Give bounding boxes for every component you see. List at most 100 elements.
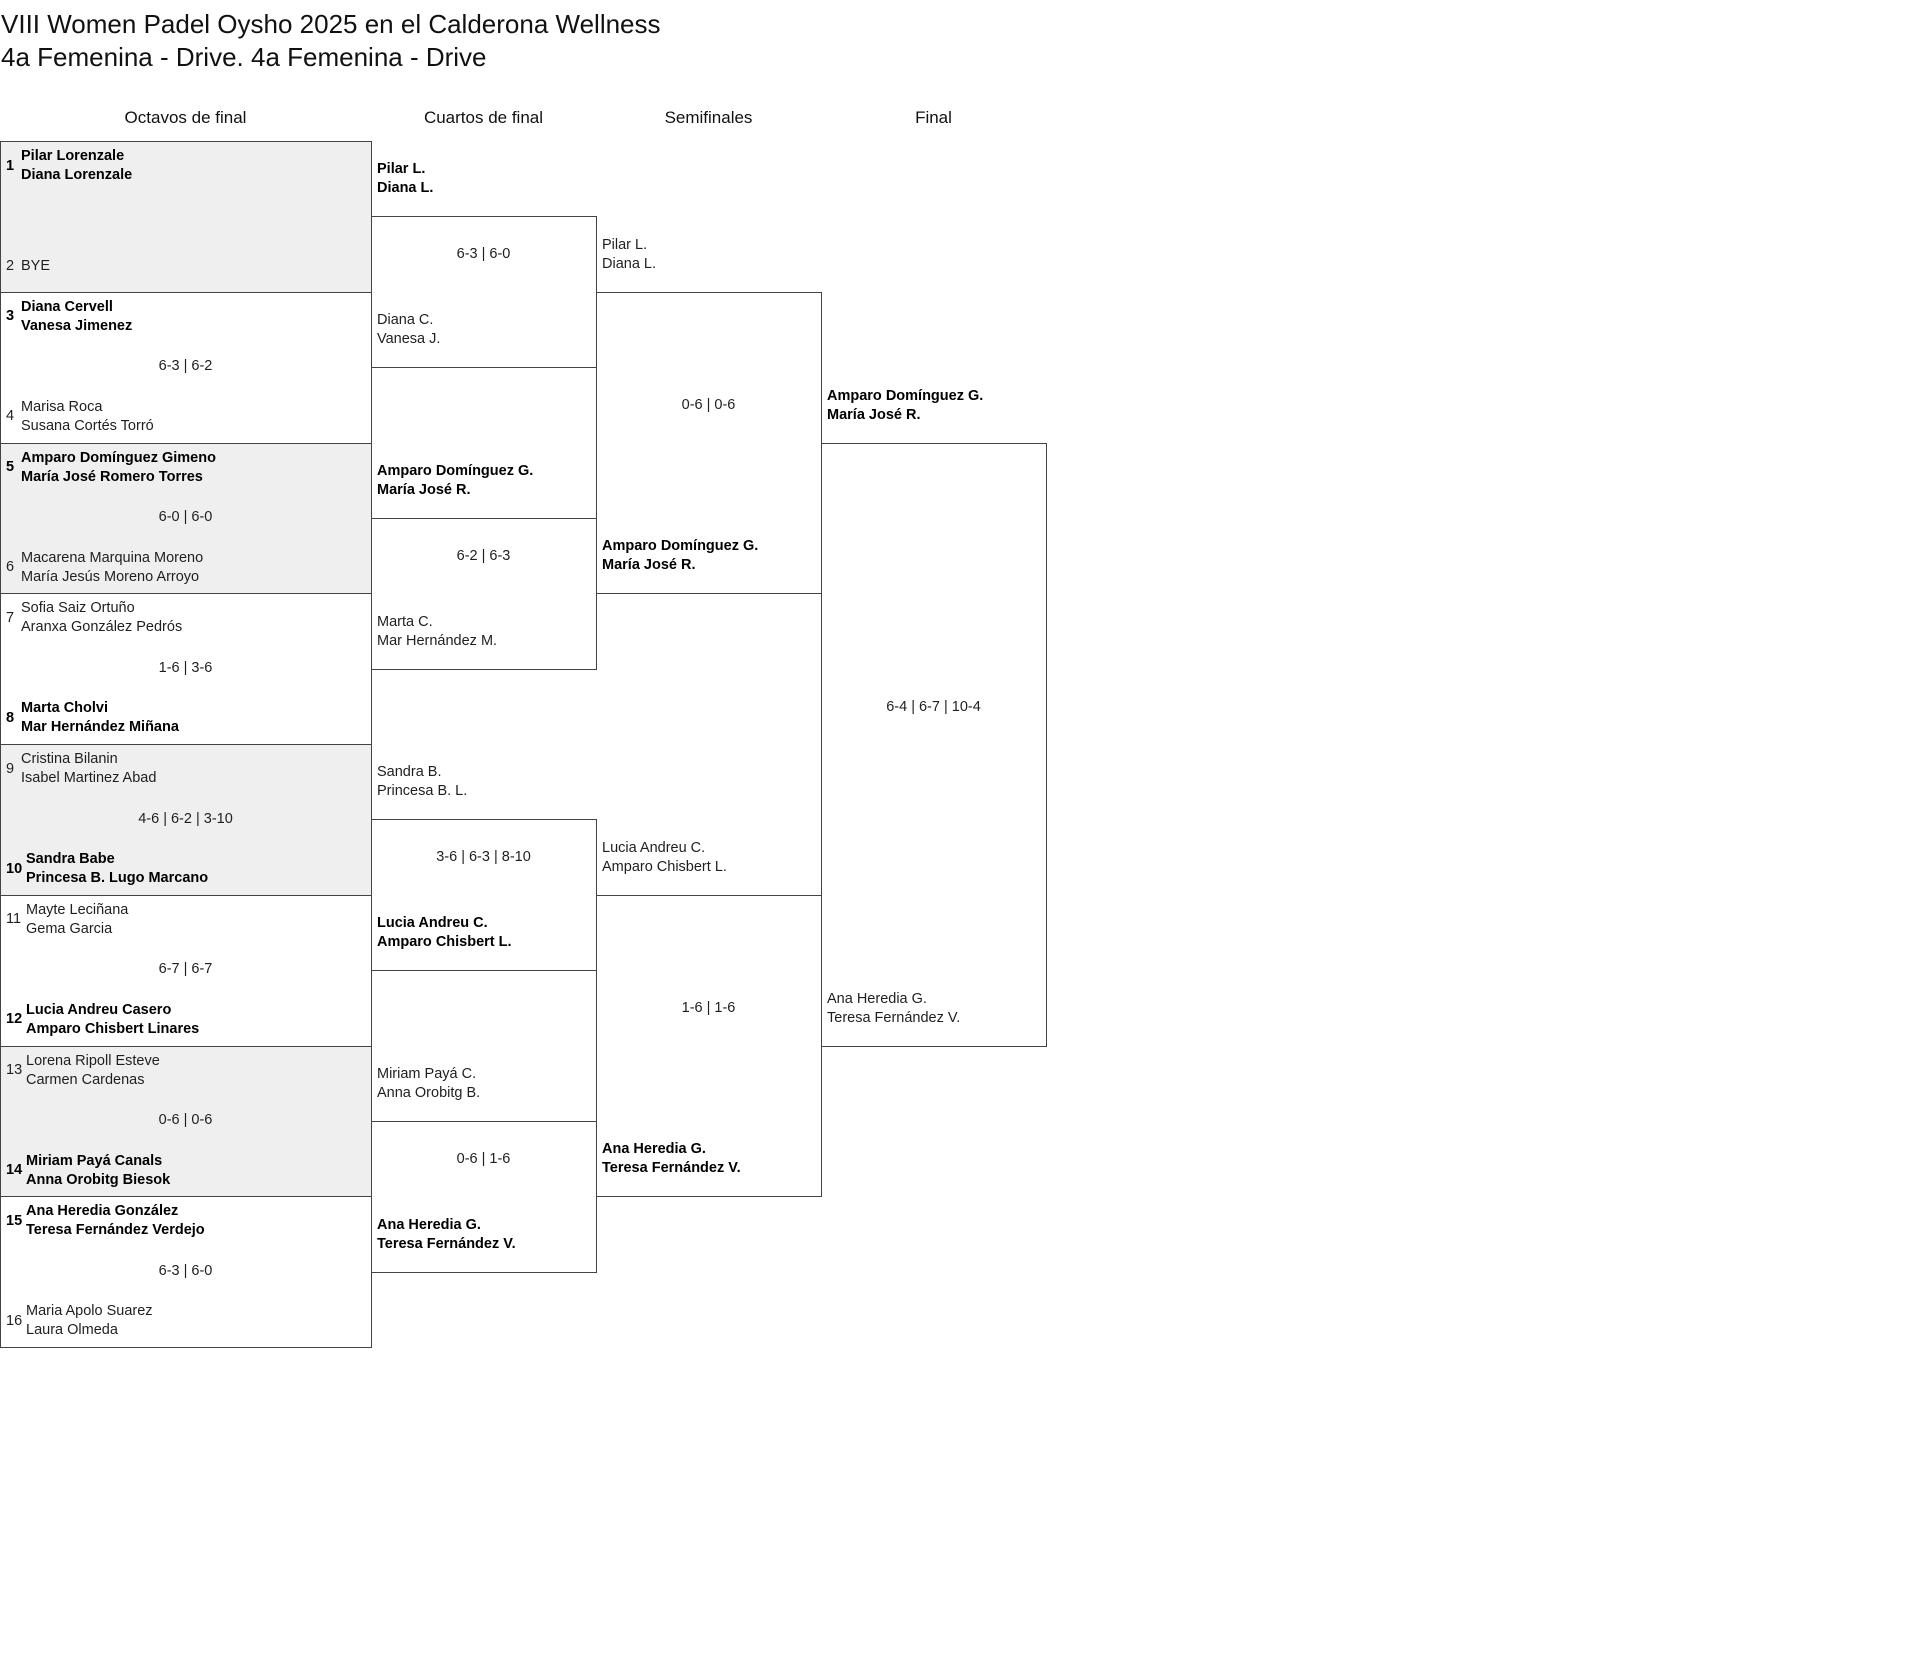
seed-number: 1 bbox=[6, 157, 15, 174]
player-name: Lorena Ripoll Esteve bbox=[26, 1052, 160, 1069]
player-list: Ana Heredia González Teresa Fernández Ver… bbox=[26, 1202, 205, 1240]
seed-number: 9 bbox=[6, 760, 15, 777]
team-entry[interactable]: Lucia Andreu C. Amparo Chisbert L. bbox=[602, 839, 727, 877]
round-header: Final bbox=[915, 108, 952, 127]
player-name: Mayte Leciñana bbox=[26, 901, 129, 918]
player-name: Marisa Roca bbox=[21, 398, 103, 415]
team-entry[interactable]: Amparo Domínguez G. María José R. bbox=[827, 387, 983, 425]
player-list: Macarena Marquina Moreno María Jesús More… bbox=[21, 549, 203, 587]
player-name: Amparo Domínguez Gimeno bbox=[21, 449, 216, 466]
player-name: Sandra Babe bbox=[26, 851, 115, 867]
player-name: Vanesa J. bbox=[377, 331, 441, 348]
player-list: Pilar L. Diana L. bbox=[602, 236, 656, 274]
player-list: Miriam Payá C. Anna Orobitg B. bbox=[377, 1065, 480, 1103]
seed-number: 14 bbox=[6, 1162, 23, 1178]
team-entry[interactable]: 1 Pilar Lorenzale Diana Lorenzale bbox=[6, 147, 132, 185]
player-name: Pilar L. bbox=[602, 236, 648, 253]
team-entry[interactable]: 14 Miriam Payá Canals Anna Orobitg Biesok bbox=[6, 1152, 170, 1190]
player-list: Amparo Domínguez G. María José R. bbox=[602, 537, 758, 575]
team-entry[interactable]: Diana C. Vanesa J. bbox=[377, 311, 440, 349]
player-name: Ana Heredia G. bbox=[602, 1141, 706, 1158]
player-name: Laura Olmeda bbox=[26, 1322, 118, 1339]
round-header: Octavos de final bbox=[124, 108, 247, 127]
player-name: Marta C. bbox=[377, 613, 433, 630]
player-list: Maria Apolo Suarez Laura Olmeda bbox=[26, 1302, 153, 1340]
player-name: Diana C. bbox=[377, 312, 434, 329]
match-score: 0-6 | 0-6 bbox=[158, 1112, 213, 1128]
player-name: Teresa Fernández V. bbox=[602, 1160, 741, 1177]
team-entry[interactable]: 9 Cristina Bilanin Isabel Martinez Abad bbox=[6, 750, 156, 788]
team-entry[interactable]: Ana Heredia G. Teresa Fernández V. bbox=[377, 1216, 516, 1254]
category-subtitle: 4a Femenina - Drive. 4a Femenina - Drive bbox=[1, 42, 487, 72]
player-list: Mayte Leciñana Gema Garcia bbox=[26, 901, 128, 939]
seed-number: 6 bbox=[6, 559, 15, 575]
match-score: 6-4 | 6-7 | 10-4 bbox=[886, 698, 981, 715]
match-score: 6-7 | 6-7 bbox=[158, 961, 213, 978]
team-entry[interactable]: Amparo Domínguez G. María José R. bbox=[377, 462, 533, 500]
player-list: Pilar L. Diana L. bbox=[377, 160, 433, 198]
team-entry[interactable]: Marta C. Mar Hernández M. bbox=[377, 613, 497, 651]
round-header: Semifinales bbox=[664, 108, 753, 127]
player-name: Pilar L. bbox=[377, 161, 426, 178]
player-name: Mar Hernández M. bbox=[377, 632, 498, 649]
player-name: Lucia Andreu Casero bbox=[26, 1001, 172, 1018]
team-entry[interactable]: 4 Marisa Roca Susana Cortés Torró bbox=[6, 398, 154, 436]
player-name: Lucia Andreu C. bbox=[377, 915, 488, 932]
player-list: Sandra B. Princesa B. L. bbox=[377, 763, 467, 801]
player-name: Lucia Andreu C. bbox=[602, 839, 706, 856]
player-name: Carmen Cardenas bbox=[26, 1071, 145, 1088]
team-entry[interactable]: 8 Marta Cholvi Mar Hernández Miñana bbox=[6, 699, 179, 737]
team-entry[interactable]: 15 Ana Heredia González Teresa Fernández V… bbox=[6, 1202, 205, 1240]
player-list: Pilar Lorenzale Diana Lorenzale bbox=[21, 147, 132, 185]
team-entry[interactable]: 13 Lorena Ripoll Esteve Carmen Cardenas bbox=[6, 1052, 160, 1090]
player-list: Amparo Domínguez G. María José R. bbox=[377, 462, 533, 500]
player-name: Sofia Saiz Ortuño bbox=[21, 600, 135, 617]
team-entry[interactable]: Pilar L. Diana L. bbox=[377, 160, 433, 198]
player-name: Amparo Domínguez G. bbox=[602, 538, 759, 555]
team-entry[interactable]: 5 Amparo Domínguez Gimeno María José Romer… bbox=[6, 449, 216, 487]
team-entry[interactable]: 12 Lucia Andreu Casero Amparo Chisbert Lin… bbox=[6, 1001, 199, 1039]
player-name: Macarena Marquina Moreno bbox=[21, 549, 204, 566]
team-entry[interactable]: Ana Heredia G. Teresa Fernández V. bbox=[602, 1140, 741, 1178]
team-entry[interactable]: Amparo Domínguez G. María José R. bbox=[602, 537, 758, 575]
match-score: 4-6 | 6-2 | 3-10 bbox=[138, 810, 233, 827]
player-list: BYE bbox=[21, 257, 50, 276]
team-entry[interactable]: Pilar L. Diana L. bbox=[602, 236, 656, 274]
match-score: 6-0 | 6-0 bbox=[158, 509, 213, 525]
match-score: 1-6 | 1-6 bbox=[681, 1000, 736, 1016]
match-box bbox=[0, 442, 372, 595]
seed-number: 2 bbox=[6, 257, 15, 274]
player-name: Teresa Fernández V. bbox=[377, 1235, 516, 1252]
seed-number: 8 bbox=[6, 709, 15, 726]
player-name: Ana Heredia González bbox=[26, 1203, 179, 1220]
player-name: Diana L. bbox=[602, 255, 657, 272]
player-list: Lorena Ripoll Esteve Carmen Cardenas bbox=[26, 1052, 160, 1090]
team-entry[interactable]: Miriam Payá C. Anna Orobitg B. bbox=[377, 1065, 480, 1103]
player-name: Diana Lorenzale bbox=[21, 167, 133, 183]
match-score: 0-6 | 1-6 bbox=[456, 1150, 511, 1167]
player-list: Lucia Andreu C. Amparo Chisbert L. bbox=[602, 839, 727, 877]
team-entry[interactable]: 2 BYE bbox=[6, 257, 50, 276]
player-name: Pilar Lorenzale bbox=[21, 148, 125, 164]
team-entry[interactable]: 7 Sofia Saiz Ortuño Aranxa González Pedrós bbox=[6, 599, 182, 637]
team-entry[interactable]: Sandra B. Princesa B. L. bbox=[377, 763, 467, 801]
match-score: 6-3 | 6-2 bbox=[158, 358, 213, 375]
team-entry[interactable]: 3 Diana Cervell Vanesa Jimenez bbox=[6, 298, 132, 336]
team-entry[interactable]: 6 Macarena Marquina Moreno María Jesús Mor… bbox=[6, 549, 203, 587]
match-score: 0-6 | 0-6 bbox=[681, 397, 736, 413]
player-name: María José Romero Torres bbox=[21, 468, 203, 485]
player-name: Amparo Domínguez G. bbox=[377, 462, 534, 479]
team-entry[interactable]: Lucia Andreu C. Amparo Chisbert L. bbox=[377, 914, 512, 952]
player-list: Lucia Andreu C. Amparo Chisbert L. bbox=[377, 914, 512, 952]
player-list: Cristina Bilanin Isabel Martinez Abad bbox=[21, 750, 156, 788]
team-entry[interactable]: 11 Mayte Leciñana Gema Garcia bbox=[6, 901, 128, 939]
team-entry[interactable]: 16 Maria Apolo Suarez Laura Olmeda bbox=[6, 1302, 153, 1340]
player-name: Amparo Domínguez G. bbox=[827, 387, 984, 404]
team-entry[interactable]: 10 Sandra Babe Princesa B. Lugo Marcano bbox=[6, 850, 208, 888]
player-name: Maria Apolo Suarez bbox=[26, 1303, 153, 1320]
player-list: Diana Cervell Vanesa Jimenez bbox=[21, 298, 132, 336]
team-entry[interactable]: Ana Heredia G. Teresa Fernández V. bbox=[827, 990, 960, 1028]
seed-number: 7 bbox=[6, 609, 15, 626]
match-score: 6-3 | 6-0 bbox=[456, 246, 511, 263]
match-score: 1-6 | 3-6 bbox=[158, 659, 213, 676]
